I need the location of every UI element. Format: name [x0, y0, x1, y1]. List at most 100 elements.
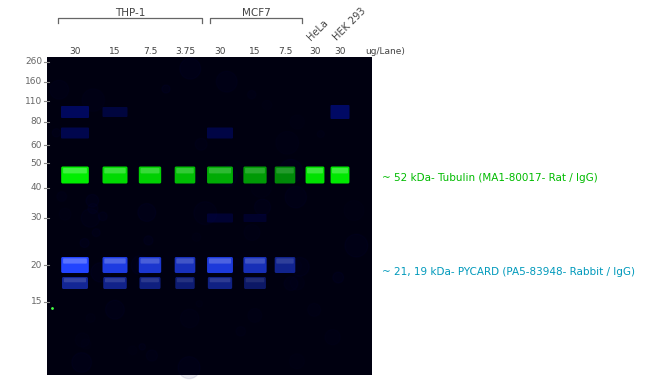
Circle shape [138, 204, 156, 222]
FancyBboxPatch shape [207, 166, 233, 184]
Circle shape [105, 300, 124, 319]
FancyBboxPatch shape [332, 168, 348, 173]
Bar [47, 57, 372, 375]
FancyBboxPatch shape [139, 166, 161, 184]
Text: 15: 15 [109, 47, 121, 57]
FancyBboxPatch shape [243, 166, 266, 184]
FancyBboxPatch shape [63, 168, 87, 173]
FancyBboxPatch shape [331, 166, 350, 184]
FancyBboxPatch shape [306, 166, 324, 184]
Text: 260: 260 [25, 57, 42, 66]
FancyBboxPatch shape [61, 166, 89, 184]
FancyBboxPatch shape [244, 277, 266, 289]
Circle shape [216, 71, 237, 92]
FancyBboxPatch shape [244, 214, 266, 222]
FancyBboxPatch shape [140, 168, 159, 173]
FancyBboxPatch shape [141, 278, 159, 282]
FancyBboxPatch shape [276, 258, 294, 263]
FancyBboxPatch shape [176, 258, 194, 263]
Circle shape [345, 234, 368, 257]
FancyBboxPatch shape [209, 278, 230, 282]
FancyBboxPatch shape [245, 168, 265, 173]
Circle shape [146, 350, 157, 361]
Text: 7.5: 7.5 [143, 47, 157, 57]
FancyBboxPatch shape [62, 277, 88, 289]
Text: 15: 15 [249, 47, 261, 57]
Text: 30: 30 [214, 47, 226, 57]
Circle shape [187, 174, 198, 185]
Text: HEK 293: HEK 293 [331, 5, 367, 42]
Circle shape [139, 344, 146, 350]
FancyBboxPatch shape [61, 128, 89, 139]
Circle shape [91, 263, 111, 282]
FancyBboxPatch shape [61, 257, 89, 273]
FancyBboxPatch shape [103, 166, 127, 184]
Text: 30: 30 [31, 213, 42, 222]
Text: 7.5: 7.5 [278, 47, 292, 57]
FancyBboxPatch shape [276, 168, 294, 173]
Text: 50: 50 [31, 159, 42, 168]
FancyBboxPatch shape [209, 258, 231, 263]
Text: HeLa: HeLa [305, 17, 330, 42]
Text: 60: 60 [31, 140, 42, 149]
Text: ~ 52 kDa- Tubulin (MA1-80017- Rat / IgG): ~ 52 kDa- Tubulin (MA1-80017- Rat / IgG) [382, 173, 598, 183]
Circle shape [216, 166, 237, 187]
FancyBboxPatch shape [176, 277, 195, 289]
FancyBboxPatch shape [246, 278, 265, 282]
FancyBboxPatch shape [104, 258, 125, 263]
FancyBboxPatch shape [275, 166, 295, 184]
Text: 30: 30 [70, 47, 81, 57]
Circle shape [81, 209, 99, 227]
Text: 20: 20 [31, 260, 42, 270]
FancyBboxPatch shape [207, 257, 233, 273]
FancyBboxPatch shape [139, 257, 161, 273]
FancyBboxPatch shape [307, 168, 323, 173]
Text: ug/Lane): ug/Lane) [365, 47, 405, 57]
Circle shape [86, 194, 99, 207]
FancyBboxPatch shape [275, 257, 295, 273]
Text: THP-1: THP-1 [115, 8, 145, 18]
Circle shape [178, 357, 200, 379]
FancyBboxPatch shape [245, 258, 265, 263]
Circle shape [285, 187, 307, 208]
FancyBboxPatch shape [175, 166, 195, 184]
Circle shape [195, 138, 207, 150]
Circle shape [232, 258, 240, 266]
Circle shape [80, 239, 89, 248]
Circle shape [254, 199, 270, 215]
FancyBboxPatch shape [103, 277, 127, 289]
Text: 40: 40 [31, 184, 42, 192]
Circle shape [194, 202, 216, 225]
Circle shape [131, 256, 150, 275]
Circle shape [236, 327, 246, 336]
Text: 30: 30 [309, 47, 320, 57]
FancyBboxPatch shape [243, 257, 266, 273]
Text: ~ 21, 19 kDa- PYCARD (PA5-83948- Rabbit / IgG): ~ 21, 19 kDa- PYCARD (PA5-83948- Rabbit … [382, 267, 635, 277]
FancyBboxPatch shape [103, 257, 127, 273]
Circle shape [136, 258, 153, 274]
FancyBboxPatch shape [64, 278, 86, 282]
Circle shape [333, 272, 344, 283]
Circle shape [82, 89, 105, 111]
Circle shape [180, 58, 201, 79]
Text: 110: 110 [25, 97, 42, 106]
FancyBboxPatch shape [103, 107, 127, 117]
FancyBboxPatch shape [105, 278, 125, 282]
Text: 80: 80 [31, 118, 42, 126]
Circle shape [49, 80, 69, 99]
Circle shape [144, 236, 153, 245]
FancyBboxPatch shape [175, 257, 195, 273]
Circle shape [279, 159, 302, 183]
Circle shape [307, 303, 320, 316]
Text: 160: 160 [25, 78, 42, 87]
FancyBboxPatch shape [140, 258, 159, 263]
FancyBboxPatch shape [207, 213, 233, 222]
FancyBboxPatch shape [177, 278, 193, 282]
Text: 3.75: 3.75 [175, 47, 195, 57]
FancyBboxPatch shape [104, 168, 125, 173]
Circle shape [92, 229, 100, 237]
FancyBboxPatch shape [63, 258, 87, 263]
FancyBboxPatch shape [140, 277, 161, 289]
Circle shape [98, 212, 107, 221]
Circle shape [284, 277, 298, 291]
